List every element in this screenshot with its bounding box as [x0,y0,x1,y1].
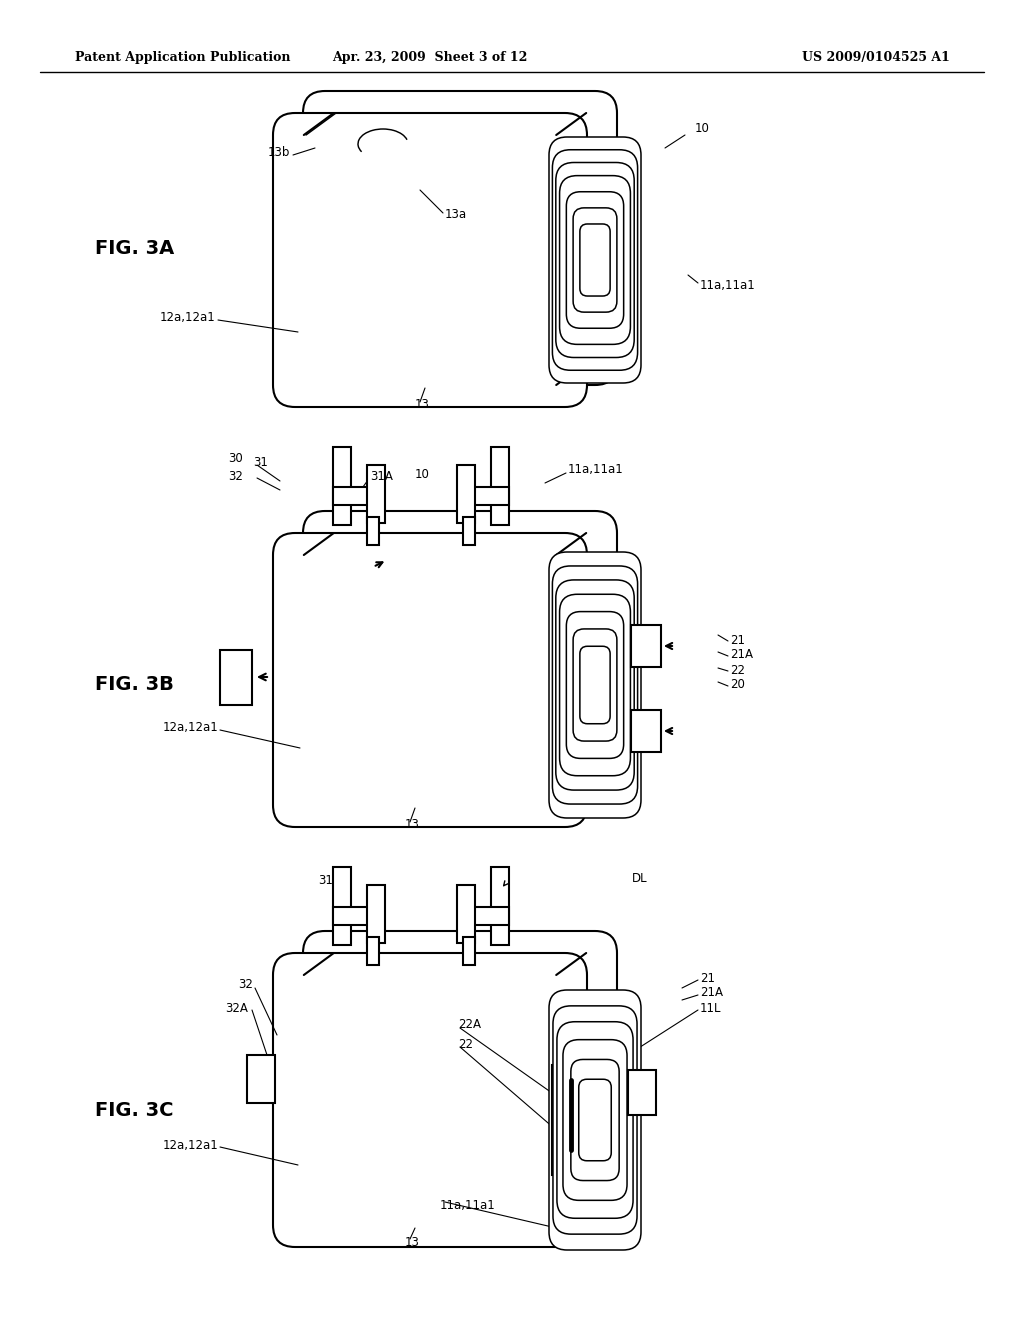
Text: 32A: 32A [225,1002,248,1015]
FancyBboxPatch shape [273,533,587,828]
Bar [628,1071,656,1115]
Text: 32: 32 [228,470,243,483]
FancyBboxPatch shape [579,1080,611,1160]
Bar [467,907,509,925]
FancyBboxPatch shape [273,114,587,407]
FancyBboxPatch shape [552,566,638,804]
Text: 13: 13 [415,399,430,412]
FancyBboxPatch shape [563,1040,627,1200]
FancyBboxPatch shape [549,137,641,383]
FancyBboxPatch shape [303,91,617,385]
Text: 12a,12a1: 12a,12a1 [162,1138,218,1151]
FancyBboxPatch shape [559,176,631,345]
FancyBboxPatch shape [559,594,631,776]
FancyBboxPatch shape [553,1006,637,1234]
Text: 31: 31 [318,874,333,887]
Text: 12a,12a1: 12a,12a1 [162,722,218,734]
Bar [631,624,662,667]
Text: 12a,12a1: 12a,12a1 [160,312,215,325]
Text: 13: 13 [406,1236,420,1249]
FancyBboxPatch shape [557,1022,633,1218]
Text: 13b: 13b [267,145,290,158]
Bar [457,884,475,942]
Bar [367,517,379,545]
Bar [552,1065,572,1175]
FancyBboxPatch shape [573,207,616,312]
Bar [333,447,351,525]
FancyBboxPatch shape [556,579,634,791]
Text: 21A: 21A [730,648,753,661]
Text: US 2009/0104525 A1: US 2009/0104525 A1 [802,50,950,63]
FancyBboxPatch shape [549,552,641,818]
FancyBboxPatch shape [549,990,641,1250]
Bar [631,710,662,752]
Text: 21: 21 [730,634,745,647]
Text: FIG. 3B: FIG. 3B [95,676,174,694]
Text: 13a: 13a [445,209,467,222]
Bar [457,465,475,523]
FancyBboxPatch shape [566,191,624,329]
Text: 10: 10 [695,121,710,135]
FancyBboxPatch shape [580,224,610,296]
FancyBboxPatch shape [570,1060,620,1180]
Bar [467,487,509,506]
Text: 21: 21 [700,972,715,985]
FancyBboxPatch shape [303,511,617,805]
Text: 31: 31 [253,455,268,469]
Text: 31A: 31A [370,470,393,483]
Bar [333,487,375,506]
Bar [333,907,375,925]
Text: 10: 10 [415,467,430,480]
Text: Patent Application Publication: Patent Application Publication [75,50,291,63]
Bar [463,937,475,965]
FancyBboxPatch shape [556,162,634,358]
Bar [247,1055,275,1104]
FancyBboxPatch shape [566,611,624,759]
Bar [367,884,385,942]
Text: 22: 22 [730,664,745,676]
Text: 13: 13 [406,818,420,832]
FancyBboxPatch shape [573,628,616,741]
Bar [367,937,379,965]
Bar [463,517,475,545]
Text: 22: 22 [458,1039,473,1052]
FancyBboxPatch shape [303,931,617,1225]
Text: 11a,11a1: 11a,11a1 [700,279,756,292]
Bar [490,867,509,945]
Text: 11a,11a1: 11a,11a1 [568,463,624,477]
FancyBboxPatch shape [580,647,610,723]
Text: Apr. 23, 2009  Sheet 3 of 12: Apr. 23, 2009 Sheet 3 of 12 [333,50,527,63]
FancyBboxPatch shape [273,953,587,1247]
Bar [220,649,252,705]
Text: 21A: 21A [700,986,723,999]
Text: FIG. 3A: FIG. 3A [95,239,174,257]
Text: DL: DL [632,871,647,884]
Text: 30: 30 [228,451,243,465]
Text: FIG. 3C: FIG. 3C [95,1101,173,1119]
Bar [367,465,385,523]
Text: 20: 20 [730,678,744,692]
Text: 32: 32 [239,978,253,991]
Text: 22A: 22A [458,1019,481,1031]
Text: 11L: 11L [700,1002,722,1015]
Bar [490,447,509,525]
Text: 11a,11a1: 11a,11a1 [440,1199,496,1212]
FancyBboxPatch shape [552,149,638,370]
Bar [333,867,351,945]
